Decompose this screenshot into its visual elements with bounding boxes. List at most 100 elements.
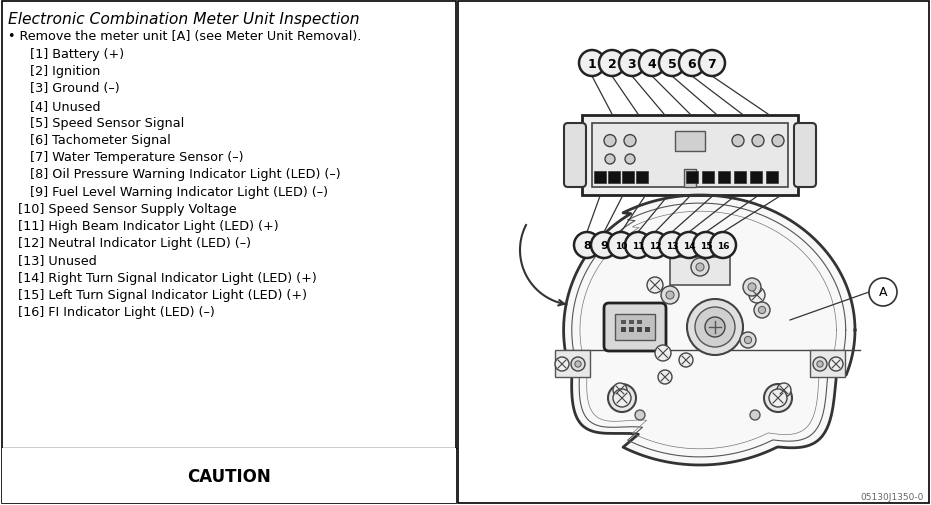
- Circle shape: [647, 277, 663, 293]
- Text: [1] Battery (+): [1] Battery (+): [30, 48, 124, 61]
- Circle shape: [555, 358, 569, 371]
- Circle shape: [605, 155, 615, 165]
- Circle shape: [691, 259, 709, 276]
- Circle shape: [666, 291, 674, 299]
- Text: 14: 14: [682, 241, 695, 250]
- Circle shape: [696, 264, 704, 272]
- Circle shape: [813, 358, 827, 371]
- Circle shape: [740, 332, 756, 348]
- Circle shape: [777, 383, 791, 397]
- Bar: [629, 320, 634, 324]
- Circle shape: [748, 283, 756, 291]
- Text: 12: 12: [649, 241, 661, 250]
- Bar: [637, 320, 642, 324]
- Text: 4: 4: [648, 58, 656, 70]
- Bar: [621, 320, 626, 324]
- Bar: [621, 327, 626, 332]
- Circle shape: [769, 389, 787, 407]
- Text: 6: 6: [688, 58, 696, 70]
- Circle shape: [659, 51, 685, 77]
- FancyBboxPatch shape: [604, 304, 666, 351]
- Text: 15: 15: [700, 241, 712, 250]
- Text: [7] Water Temperature Sensor (–): [7] Water Temperature Sensor (–): [30, 151, 244, 164]
- Circle shape: [571, 358, 585, 371]
- Text: CAUTION: CAUTION: [187, 467, 271, 485]
- Circle shape: [579, 51, 605, 77]
- Text: 7: 7: [708, 58, 716, 70]
- Circle shape: [625, 232, 651, 259]
- Circle shape: [745, 337, 751, 344]
- Circle shape: [759, 307, 765, 314]
- FancyBboxPatch shape: [794, 124, 816, 188]
- Bar: [750, 172, 762, 184]
- Text: • Remove the meter unit [A] (see Meter Unit Removal).: • Remove the meter unit [A] (see Meter U…: [8, 30, 361, 43]
- Circle shape: [695, 308, 735, 347]
- Text: 16: 16: [717, 241, 729, 250]
- Text: 3: 3: [627, 58, 636, 70]
- Text: 11: 11: [632, 241, 644, 250]
- Text: [11] High Beam Indicator Light (LED) (+): [11] High Beam Indicator Light (LED) (+): [18, 220, 278, 232]
- Text: 10: 10: [614, 241, 627, 250]
- Circle shape: [639, 51, 665, 77]
- Circle shape: [732, 135, 744, 147]
- Text: [12] Neutral Indicator Light (LED) (–): [12] Neutral Indicator Light (LED) (–): [18, 237, 251, 249]
- Text: Electronic Combination Meter Unit Inspection: Electronic Combination Meter Unit Inspec…: [8, 12, 359, 27]
- Circle shape: [613, 383, 627, 397]
- Text: [8] Oil Pressure Warning Indicator Light (LED) (–): [8] Oil Pressure Warning Indicator Light…: [30, 168, 341, 181]
- Bar: [622, 172, 634, 184]
- Circle shape: [574, 361, 581, 368]
- Text: 9: 9: [600, 240, 608, 250]
- Circle shape: [635, 410, 645, 420]
- Text: [13] Unused: [13] Unused: [18, 254, 97, 267]
- Circle shape: [749, 287, 765, 304]
- Text: 2: 2: [608, 58, 616, 70]
- Circle shape: [624, 135, 636, 147]
- Bar: [645, 327, 650, 332]
- Circle shape: [655, 345, 671, 361]
- Circle shape: [608, 232, 634, 259]
- Text: [6] Tachometer Signal: [6] Tachometer Signal: [30, 134, 170, 147]
- Circle shape: [574, 232, 600, 259]
- Circle shape: [829, 358, 843, 371]
- Text: A: A: [879, 286, 887, 299]
- Text: [10] Speed Sensor Supply Voltage: [10] Speed Sensor Supply Voltage: [18, 203, 236, 215]
- Bar: [2, 448, 456, 503]
- Circle shape: [679, 51, 705, 77]
- Text: [3] Ground (–): [3] Ground (–): [30, 82, 119, 95]
- Bar: [718, 172, 730, 184]
- Circle shape: [693, 232, 719, 259]
- Circle shape: [661, 286, 679, 305]
- Circle shape: [679, 354, 693, 367]
- Circle shape: [608, 384, 636, 412]
- Text: [4] Unused: [4] Unused: [30, 99, 101, 113]
- Text: 13: 13: [666, 241, 679, 250]
- Circle shape: [750, 410, 760, 420]
- Circle shape: [869, 278, 897, 307]
- Bar: [592, 124, 788, 188]
- Circle shape: [699, 51, 725, 77]
- Bar: [686, 172, 698, 184]
- Circle shape: [658, 370, 672, 384]
- Circle shape: [710, 232, 736, 259]
- Circle shape: [687, 299, 743, 356]
- Circle shape: [705, 317, 725, 337]
- Text: [16] FI Indicator Light (LED) (–): [16] FI Indicator Light (LED) (–): [18, 306, 215, 318]
- Circle shape: [676, 232, 702, 259]
- FancyBboxPatch shape: [564, 124, 586, 188]
- Circle shape: [772, 135, 784, 147]
- Bar: [702, 172, 714, 184]
- Bar: [2, 2, 456, 503]
- Circle shape: [591, 232, 617, 259]
- Bar: [810, 350, 845, 377]
- Bar: [629, 327, 634, 332]
- Text: [5] Speed Sensor Signal: [5] Speed Sensor Signal: [30, 117, 184, 130]
- Circle shape: [743, 278, 761, 296]
- Circle shape: [613, 389, 631, 407]
- Bar: [675, 131, 705, 152]
- Circle shape: [752, 135, 764, 147]
- Circle shape: [816, 361, 823, 368]
- Text: [9] Fuel Level Warning Indicator Light (LED) (–): [9] Fuel Level Warning Indicator Light (…: [30, 185, 328, 198]
- Text: 8: 8: [583, 240, 591, 250]
- Bar: [615, 315, 655, 340]
- Circle shape: [754, 302, 770, 318]
